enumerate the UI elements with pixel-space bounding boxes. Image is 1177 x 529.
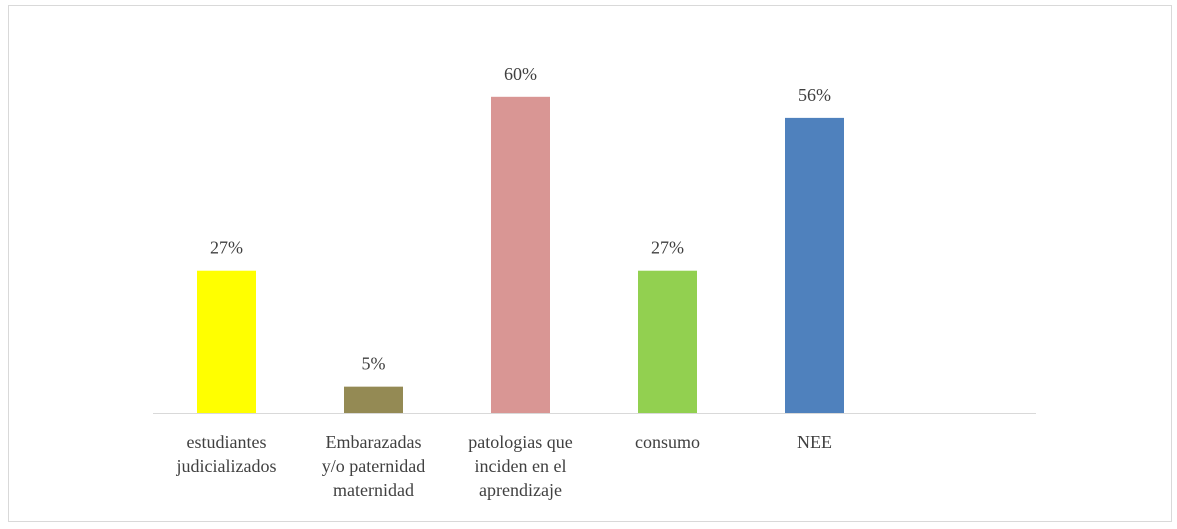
x-tick-label: patologias que — [468, 432, 572, 452]
bar — [197, 270, 256, 413]
bar — [344, 386, 403, 413]
bar — [638, 270, 697, 413]
x-tick-label: NEE — [797, 432, 832, 452]
x-tick-label: estudiantes — [187, 432, 267, 452]
data-label: 5% — [362, 354, 386, 374]
x-tick-label: judicializados — [176, 456, 277, 476]
data-label: 27% — [210, 238, 243, 258]
x-tick-label: aprendizaje — [479, 480, 562, 500]
bar — [491, 96, 550, 414]
chart-border — [8, 5, 1172, 522]
x-tick-label: consumo — [635, 432, 700, 452]
data-label: 56% — [798, 85, 831, 105]
x-tick-label: inciden en el — [475, 456, 567, 476]
x-tick-label: Embarazadas — [326, 432, 422, 452]
x-tick-label: maternidad — [333, 480, 414, 500]
bar — [785, 117, 844, 413]
x-tick-label: y/o paternidad — [322, 456, 425, 476]
data-label: 27% — [651, 238, 684, 258]
data-label: 60% — [504, 64, 537, 84]
